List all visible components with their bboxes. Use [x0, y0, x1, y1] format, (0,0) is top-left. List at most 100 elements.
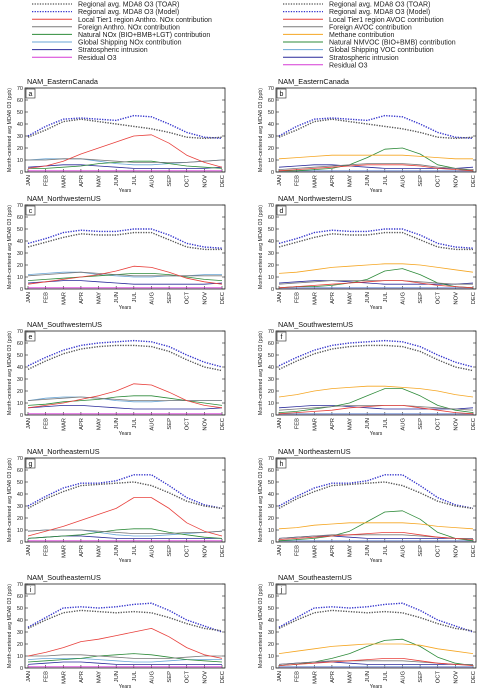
x-tick-label: APR: [79, 545, 85, 557]
x-tick-label: JAN: [26, 671, 32, 682]
x-tick-label: NOV: [202, 418, 208, 431]
panel-region-title: NAM_NortheasternUS: [27, 447, 100, 456]
x-tick-label: APR: [79, 671, 85, 683]
y-tick-label: 70: [17, 582, 23, 588]
panel-region-title: NAM_SoutheasternUS: [278, 573, 352, 582]
y-tick-label: 60: [268, 468, 274, 474]
x-tick-label: MAY: [97, 175, 103, 187]
x-tick-label: FEB: [44, 292, 50, 303]
series-line: [278, 510, 474, 542]
chart-panel-g: NAM_NortheasternUS 0 10 20 30 40 50 60 70 Month-c…: [7, 447, 226, 564]
series-line: [278, 228, 474, 249]
y-tick-label: 10: [268, 275, 274, 281]
x-tick-label: NOV: [453, 545, 459, 558]
y-axis-label: Month-centered avg MDA8 O3 (ppb): [7, 88, 13, 172]
x-tick-label: JAN: [277, 671, 283, 682]
series-line: [279, 147, 474, 172]
y-tick-label: 40: [268, 239, 274, 245]
legend-label: Local Tier1 region Anthro. NOx contribut…: [78, 17, 212, 24]
series-line: [27, 271, 222, 278]
y-tick-label: 0: [20, 287, 23, 293]
series-line: [27, 231, 222, 251]
panel-region-title: NAM_SoutheasternUS: [27, 573, 101, 582]
x-tick-label: OCT: [436, 545, 442, 558]
legend-label: Natural NOx (BIO+BMB+LGT) contribution: [78, 32, 210, 39]
x-axis-label: Years: [119, 188, 132, 194]
plot-frame: [275, 457, 477, 543]
x-tick-label: APR: [79, 175, 85, 187]
x-tick-label: NOV: [453, 671, 459, 684]
series-line: [27, 383, 223, 409]
y-axis-label: Month-centered avg MDA8 O3 (ppb): [7, 331, 13, 415]
y-tick-label: 20: [268, 389, 274, 395]
x-tick-label: JAN: [26, 545, 32, 556]
x-tick-label: JAN: [277, 545, 283, 556]
x-axis-label: Years: [119, 305, 132, 311]
panel-region-title: NAM_SouthwesternUS: [27, 320, 102, 329]
x-axis-label: Years: [370, 305, 383, 311]
y-tick-label: 20: [268, 263, 274, 269]
x-tick-label: DEC: [220, 418, 226, 430]
legend-label: Residual O3: [329, 62, 368, 69]
x-tick-label: JUL: [132, 670, 138, 681]
panel-letter-box: [276, 205, 287, 216]
y-tick-label: 0: [271, 287, 274, 293]
y-axis-label: Month-centered avg MDA8 O3 (ppb): [7, 205, 13, 289]
series-line: [27, 271, 222, 277]
y-tick-label: 10: [17, 654, 23, 660]
x-tick-label: OCT: [185, 418, 191, 431]
legend-label: Global Shipping VOC contribution: [329, 47, 434, 54]
x-tick-label: MAR: [312, 175, 318, 188]
y-tick-label: 20: [268, 642, 274, 648]
y-tick-label: 0: [20, 170, 23, 176]
chart-panel-j: NAM_SoutheasternUS 0 10 20 30 40 50 60 70 Month-c…: [258, 573, 477, 690]
legend-label: Regional avg. MDA8 O3 (TOAR): [329, 2, 430, 9]
y-tick-label: 70: [268, 582, 274, 588]
y-tick-label: 40: [17, 365, 23, 371]
series-line: [278, 231, 473, 251]
y-tick-label: 50: [268, 606, 274, 612]
x-tick-label: AUG: [149, 545, 155, 558]
x-tick-label: MAY: [348, 418, 354, 430]
panel-letter: j: [280, 587, 283, 594]
y-tick-label: 0: [271, 413, 274, 419]
panel-region-title: NAM_EasternCanada: [278, 77, 350, 86]
y-tick-label: 30: [17, 504, 23, 510]
y-tick-label: 70: [17, 203, 23, 209]
y-tick-label: 60: [268, 594, 274, 600]
panel-region-title: NAM_NorthwesternUS: [278, 194, 352, 203]
y-tick-label: 0: [20, 666, 23, 672]
x-tick-label: JUL: [383, 670, 389, 681]
panel-letter: i: [30, 587, 32, 594]
y-tick-label: 60: [17, 468, 23, 474]
panel-letter: a: [29, 91, 33, 98]
series-line: [278, 280, 474, 289]
x-tick-label: APR: [79, 418, 85, 430]
panel-letter-box: [276, 458, 287, 469]
x-tick-label: FEB: [44, 545, 50, 556]
x-tick-label: OCT: [436, 418, 442, 431]
x-tick-label: SEP: [418, 671, 424, 683]
x-tick-label: MAR: [61, 175, 67, 188]
y-tick-label: 40: [268, 492, 274, 498]
y-tick-label: 30: [268, 630, 274, 636]
panel-region-title: NAM_NorthwesternUS: [27, 194, 101, 203]
chart-panel-f: NAM_SouthwesternUS 0 10 20 30 40 50 60 70 Month-c…: [258, 320, 477, 437]
x-tick-label: FEB: [295, 545, 301, 556]
x-tick-label: OCT: [185, 545, 191, 558]
y-axis-label: Month-centered avg MDA8 O3 (ppb): [258, 88, 264, 172]
legend-label: Foreign AVOC contribution: [329, 24, 412, 31]
x-tick-label: MAR: [61, 292, 67, 305]
y-tick-label: 50: [268, 353, 274, 359]
x-tick-label: MAR: [61, 418, 67, 431]
y-tick-label: 50: [268, 110, 274, 116]
x-tick-label: AUG: [400, 545, 406, 558]
y-tick-label: 10: [17, 275, 23, 281]
series-line: [27, 528, 223, 539]
legend-label: Global Shipping NOx contribution: [78, 40, 182, 47]
chart-panel-e: NAM_SouthwesternUS 0 10 20 30 40 50 60 70 Month-c…: [7, 320, 226, 437]
series-line: [27, 609, 223, 632]
panel-letter: f: [281, 334, 283, 341]
x-tick-label: JAN: [26, 418, 32, 429]
x-tick-label: AUG: [149, 671, 155, 684]
